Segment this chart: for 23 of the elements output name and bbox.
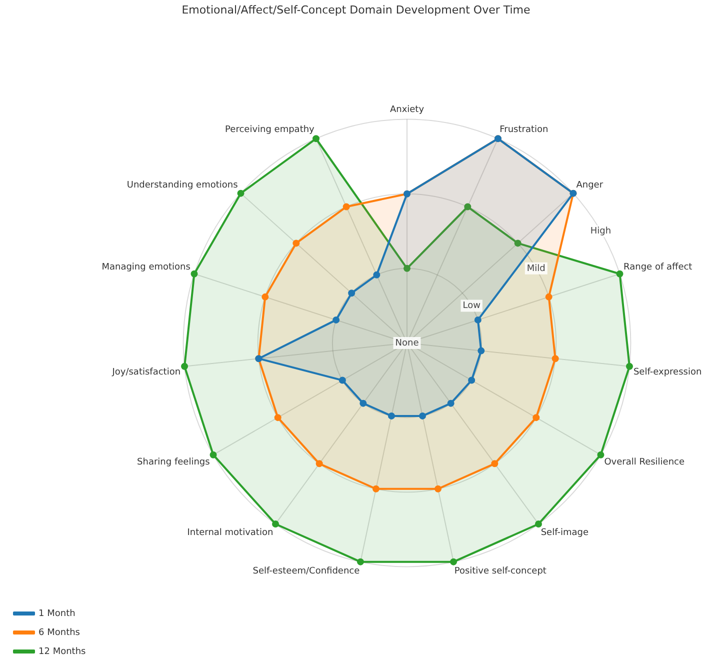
spoke-label: Anxiety <box>390 105 425 116</box>
spoke-label: Joy/satisfaction <box>111 368 181 378</box>
spoke-label: Perceiving empathy <box>225 124 316 135</box>
spoke-label: Range of affect <box>624 262 693 273</box>
y-tick-label: Mild <box>526 264 546 274</box>
y-tick-label: None <box>395 338 420 348</box>
y-tick-label: Low <box>462 301 480 312</box>
spoke-label: Understanding emotions <box>126 180 238 191</box>
spoke-label: Anger <box>576 180 604 191</box>
spoke-label: Positive self-concept <box>454 566 547 576</box>
spoke-label: Self-image <box>540 528 590 538</box>
legend-label: 1 Month <box>38 608 76 619</box>
legend-label: 6 Months <box>38 628 80 638</box>
y-tick-label: High <box>590 226 612 236</box>
spoke-label: Self-esteem/Confidence <box>252 566 360 576</box>
spoke-label: Sharing feelings <box>137 458 210 468</box>
spoke-label: Internal motivation <box>187 528 274 538</box>
spoke-label: Self-expression <box>633 368 702 378</box>
spoke-label: Frustration <box>500 124 548 135</box>
legend-label: 12 Months <box>38 646 86 657</box>
spoke-label: Managing emotions <box>102 262 191 273</box>
chart-title: Emotional/Affect/Self-Concept Domain Development Over Time <box>182 3 531 16</box>
spoke-label: Overall Resilience <box>604 458 685 468</box>
